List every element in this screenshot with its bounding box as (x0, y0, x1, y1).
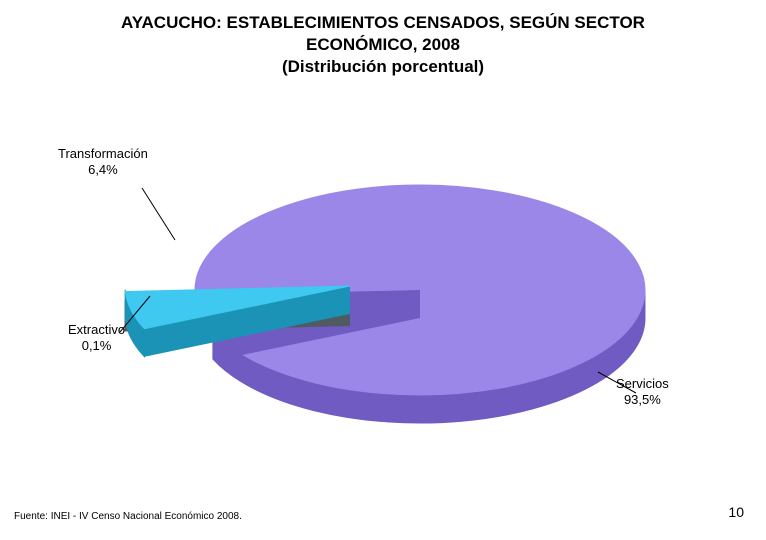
chart-title: AYACUCHO: ESTABLECIMIENTOS CENSADOS, SEG… (0, 0, 766, 78)
pie-chart: Transformación 6,4% Extractivo 0,1% Serv… (0, 110, 766, 450)
leader-transformacion (142, 188, 175, 240)
title-line-3: (Distribución porcentual) (0, 56, 766, 78)
source-footnote: Fuente: INEI - IV Censo Nacional Económi… (14, 511, 242, 522)
page-number: 10 (728, 504, 744, 520)
title-line-1: AYACUCHO: ESTABLECIMIENTOS CENSADOS, SEG… (0, 12, 766, 34)
value-servicios: 93,5% (616, 392, 669, 408)
value-transformacion: 6,4% (58, 162, 148, 178)
value-extractivo: 0,1% (68, 338, 125, 354)
label-servicios: Servicios (616, 376, 669, 392)
label-extractivo: Extractivo (68, 322, 125, 338)
callout-transformacion: Transformación 6,4% (58, 146, 148, 179)
title-line-2: ECONÓMICO, 2008 (0, 34, 766, 56)
callout-servicios: Servicios 93,5% (616, 376, 669, 409)
label-transformacion: Transformación (58, 146, 148, 162)
callout-extractivo: Extractivo 0,1% (68, 322, 125, 355)
